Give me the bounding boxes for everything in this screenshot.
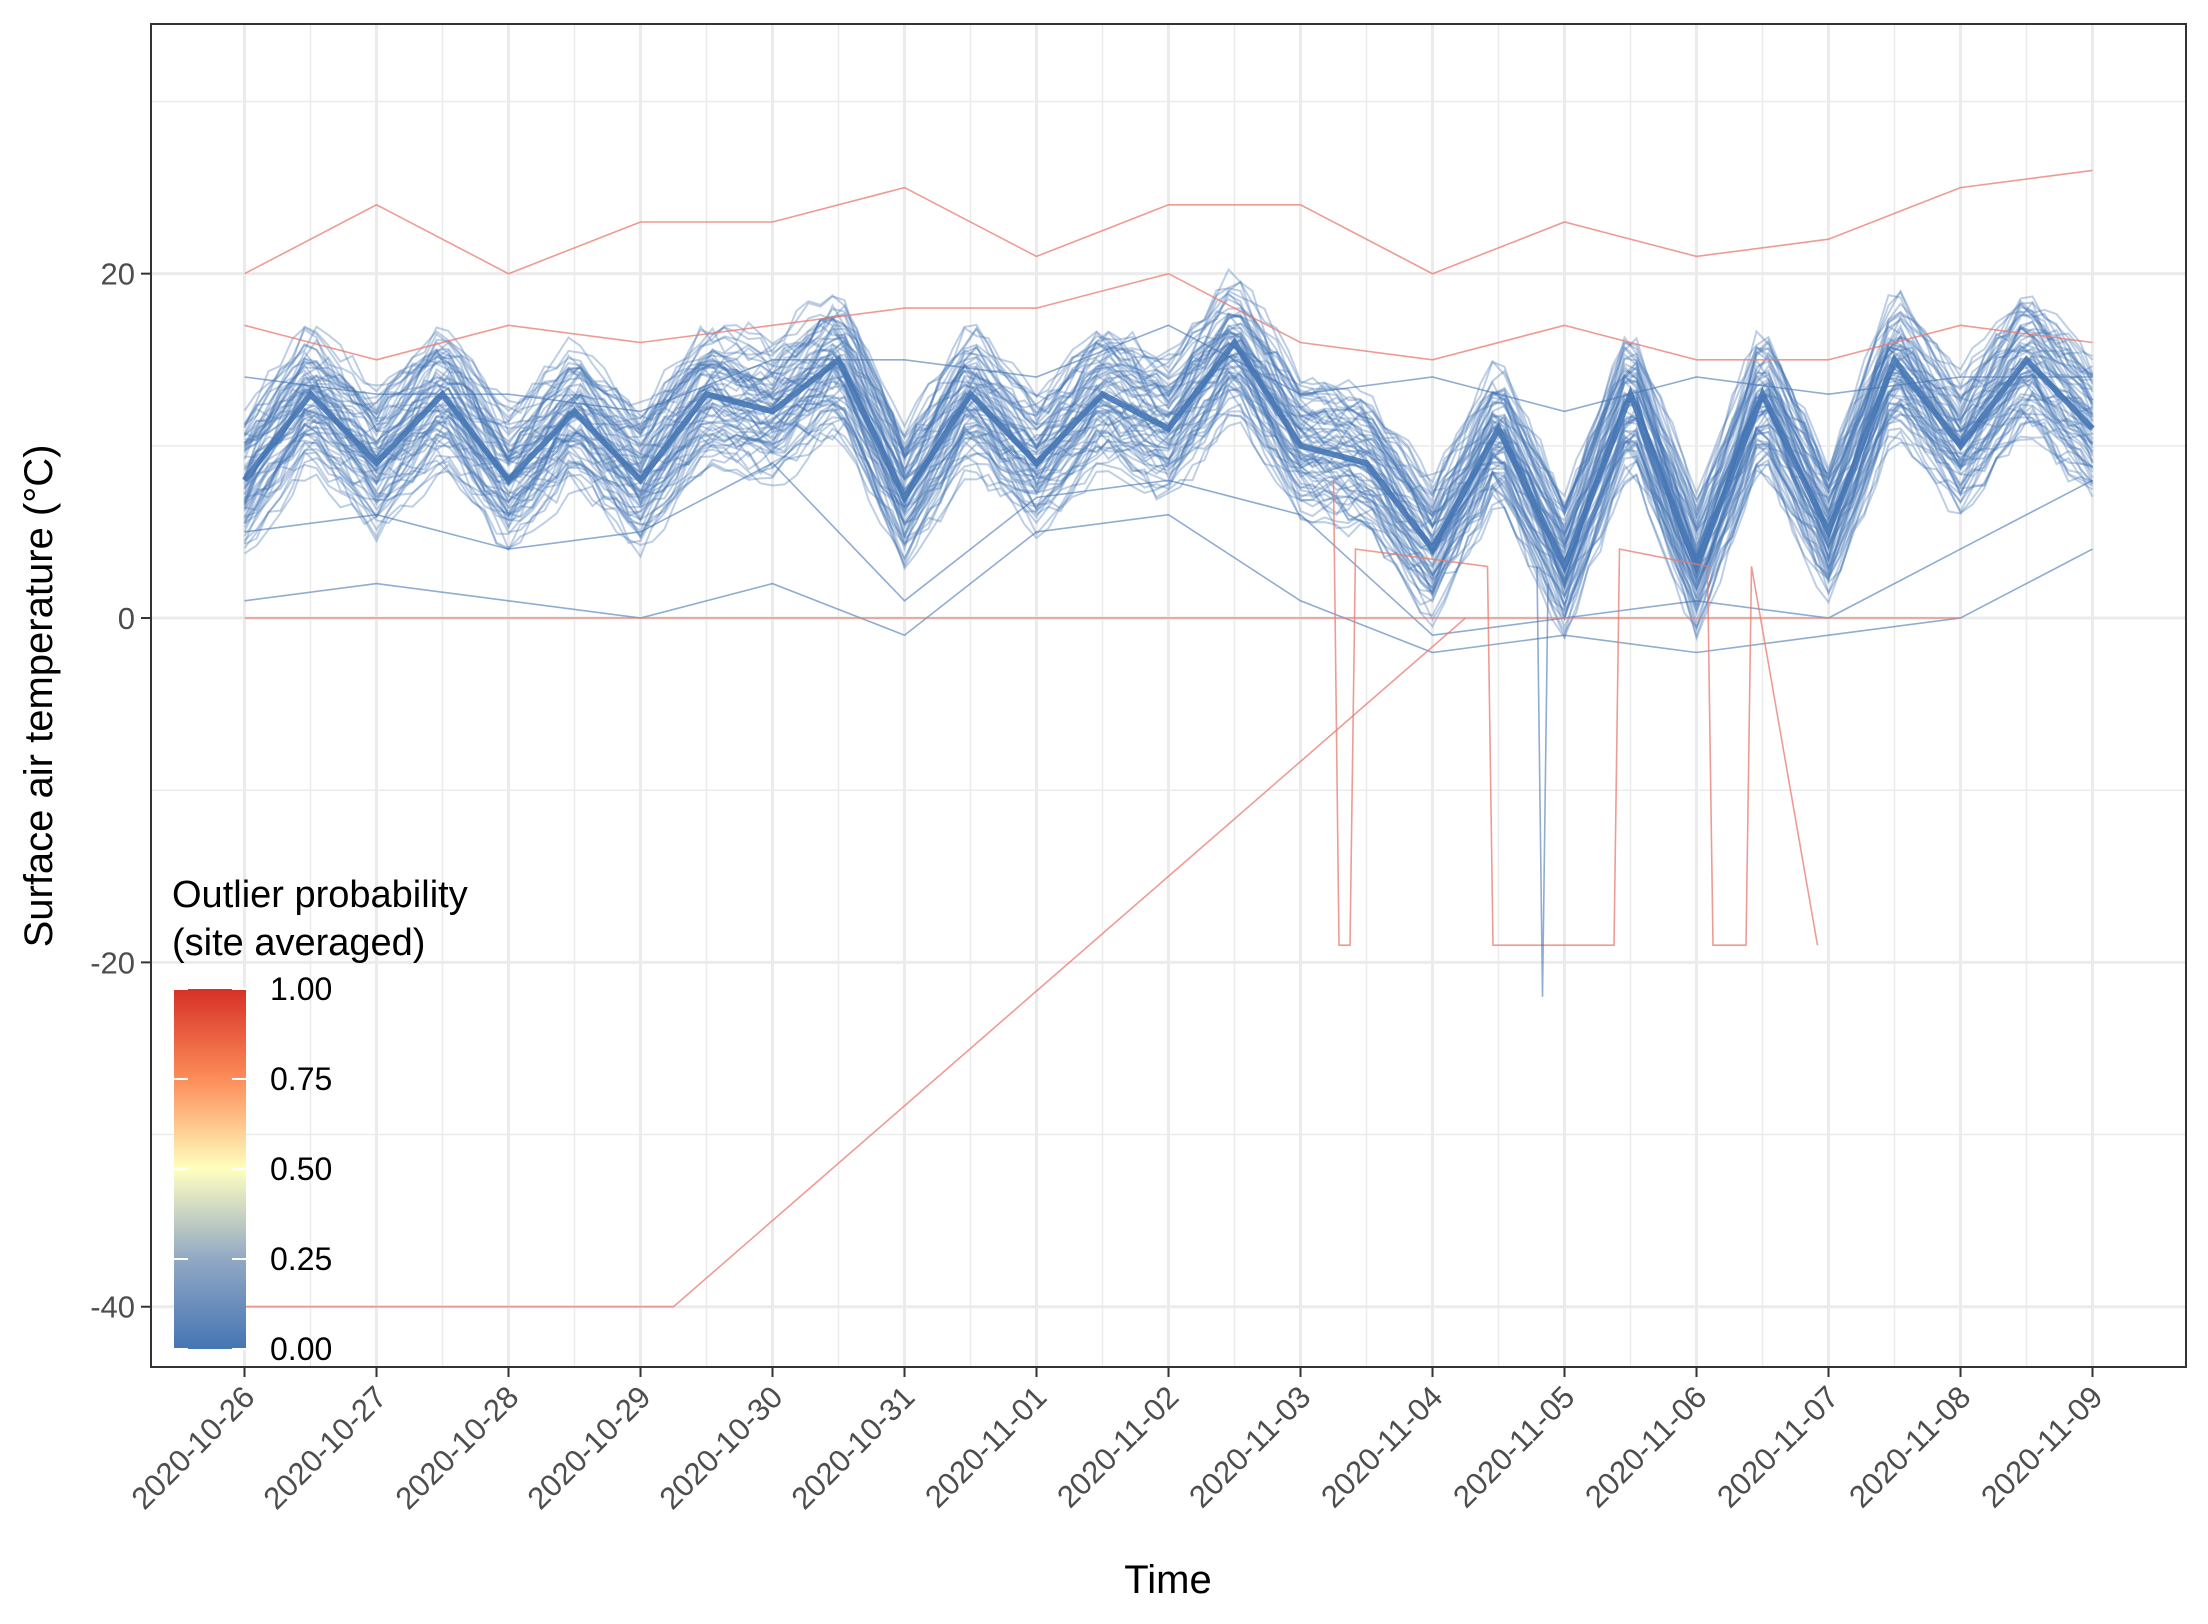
series-line-9 (1536, 566, 1549, 997)
x-tick-label: 2020-11-04 (1314, 1379, 1449, 1514)
legend-label: 0.25 (270, 1241, 332, 1277)
x-tick-label: 2020-11-08 (1842, 1379, 1977, 1514)
x-tick-label: 2020-11-09 (1974, 1379, 2109, 1514)
legend-label: 0.50 (270, 1151, 332, 1187)
series-line-4 (244, 169, 2093, 275)
x-tick-label: 2020-11-01 (918, 1379, 1053, 1514)
series-line-2 (244, 513, 2093, 654)
legend-title-line-1: Outlier probability (172, 874, 468, 916)
y-axis-title: Surface air temperature (°C) (17, 445, 61, 948)
x-tick-label: 2020-10-26 (125, 1379, 262, 1516)
x-tick-label: 2020-11-02 (1050, 1379, 1185, 1514)
y-axis: 20 0 -20 -40 (90, 257, 151, 1325)
series-line-5 (244, 272, 2093, 361)
x-tick-label: 2020-11-07 (1710, 1379, 1845, 1514)
legend-label: 0.00 (270, 1331, 332, 1367)
series-lines (242, 169, 2095, 1308)
y-tick-label: 0 (118, 601, 135, 636)
x-tick-label: 2020-11-05 (1446, 1379, 1581, 1514)
ensemble-texture (243, 267, 2094, 642)
series-line-7 (244, 617, 1467, 1308)
series-line-0 (242, 337, 2095, 575)
x-tick-label: 2020-10-30 (653, 1379, 790, 1516)
x-tick-label: 2020-10-31 (785, 1379, 922, 1516)
legend-label: 0.75 (270, 1061, 332, 1097)
x-tick-label: 2020-10-27 (257, 1379, 394, 1516)
legend-title-line-2: (site averaged) (172, 922, 425, 964)
x-tick-label: 2020-11-03 (1182, 1379, 1317, 1514)
x-tick-label: 2020-10-29 (521, 1379, 658, 1516)
y-tick-label: -20 (90, 945, 135, 980)
series-line-8 (1332, 480, 1819, 946)
legend-label: 1.00 (270, 971, 332, 1007)
legend: Outlier probability (site averaged) 1.00… (172, 874, 468, 1367)
x-axis: 2020-10-262020-10-272020-10-282020-10-29… (125, 1367, 2109, 1516)
y-tick-label: -40 (90, 1290, 135, 1325)
x-tick-label: 2020-10-28 (389, 1379, 526, 1516)
series-line-1 (244, 462, 2093, 637)
series-line-3 (244, 324, 2093, 413)
x-axis-title: Time (1124, 1558, 1211, 1602)
x-tick-label: 2020-11-06 (1578, 1379, 1713, 1514)
y-tick-label: 20 (101, 257, 135, 292)
